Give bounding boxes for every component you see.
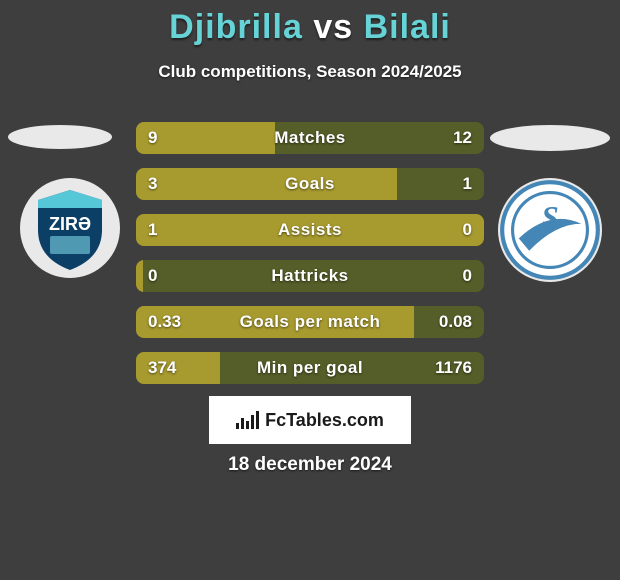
stat-value-right: 0: [463, 214, 472, 246]
stat-value-left: 0.33: [148, 306, 181, 338]
left-ellipse: [8, 125, 112, 149]
date: 18 december 2024: [0, 454, 620, 476]
stat-value-left: 0: [148, 260, 157, 292]
right-ellipse: [490, 125, 610, 151]
subtitle: Club competitions, Season 2024/2025: [0, 62, 620, 82]
brand-text: FcTables.com: [265, 410, 384, 431]
stat-value-right: 0.08: [439, 306, 472, 338]
title: Djibrilla vs Bilali: [0, 8, 620, 47]
stat-row: Matches9 12: [136, 122, 484, 154]
stat-row: Hattricks0 0: [136, 260, 484, 292]
stat-label: Goals: [136, 168, 484, 200]
stat-value-left: 9: [148, 122, 157, 154]
stat-row: Goals3 1: [136, 168, 484, 200]
brand-bars-icon: [236, 411, 259, 429]
figure-canvas: Djibrilla vs Bilali Club competitions, S…: [0, 0, 620, 580]
stat-row: Min per goal374 1176: [136, 352, 484, 384]
brand-box: FcTables.com: [209, 396, 411, 444]
stat-row: Assists1 0: [136, 214, 484, 246]
stat-value-right: 1176: [435, 352, 472, 384]
stat-value-right: 0: [463, 260, 472, 292]
stat-label: Matches: [136, 122, 484, 154]
stats-container: Matches912Goals31Assists10Hattricks00Goa…: [136, 122, 484, 398]
stat-value-left: 1: [148, 214, 157, 246]
stat-value-right: 12: [453, 122, 472, 154]
s-text: S: [541, 200, 558, 235]
left-club-badge: ZIRƏ: [20, 178, 120, 278]
stat-value-left: 374: [148, 352, 176, 384]
stat-label: Hattricks: [136, 260, 484, 292]
title-player1: Djibrilla: [169, 8, 303, 46]
zire-badge-icon: ZIRƏ: [20, 178, 120, 278]
zire-text: ZIRƏ: [49, 214, 91, 234]
stat-label: Min per goal: [136, 352, 484, 384]
title-vs: vs: [313, 8, 353, 46]
title-player2: Bilali: [364, 8, 451, 46]
stat-value-left: 3: [148, 168, 157, 200]
stat-label: Goals per match: [136, 306, 484, 338]
stat-value-right: 1: [463, 168, 472, 200]
s-badge-icon: S: [498, 178, 602, 282]
stat-row: Goals per match0.33 0.08: [136, 306, 484, 338]
stat-label: Assists: [136, 214, 484, 246]
right-club-badge: S: [498, 178, 602, 282]
